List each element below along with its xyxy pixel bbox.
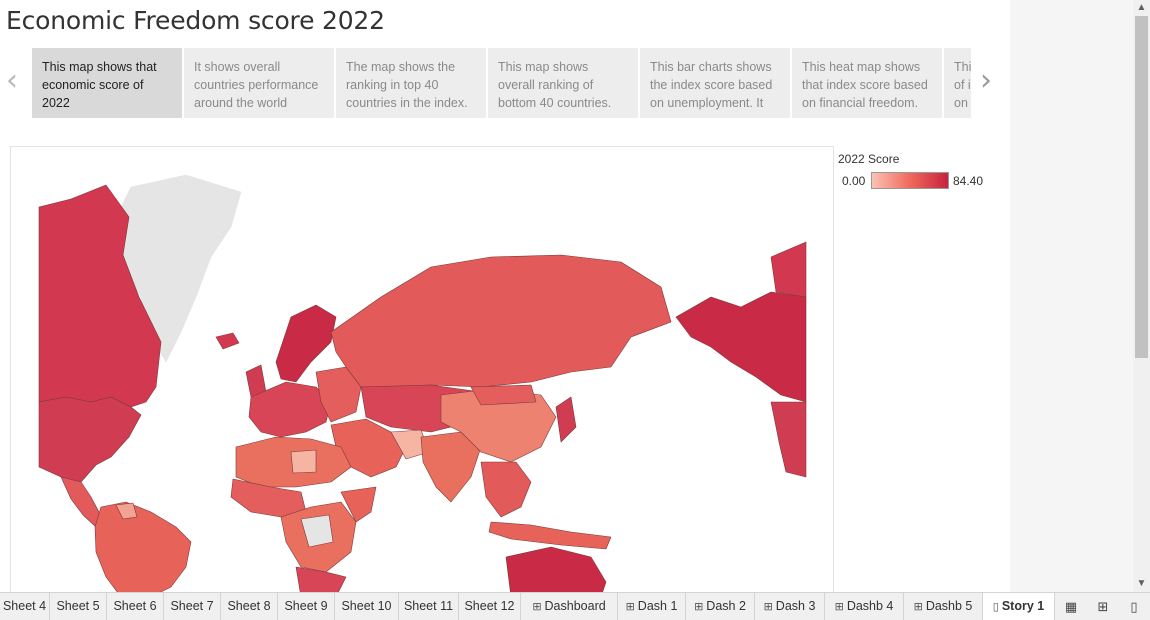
legend-color-ramp <box>871 172 949 189</box>
region-mongolia[interactable] <box>470 384 537 406</box>
dashboard-icon: ⊞ <box>913 601 923 613</box>
region-venezuela[interactable] <box>115 502 138 520</box>
tab-sheet-12[interactable]: Sheet 12 <box>459 593 521 620</box>
region-drc[interactable] <box>300 514 334 548</box>
chevron-left-icon[interactable]: ‹ <box>6 63 18 98</box>
tab-story-1[interactable]: ▯ Story 1 <box>983 593 1055 620</box>
right-pane <box>1010 0 1133 592</box>
tab-dashboard[interactable]: ⊞ Dashboard <box>521 593 618 620</box>
tab-label: Sheet 7 <box>170 599 214 613</box>
story-point-5[interactable]: This bar charts shows the index score ba… <box>640 48 790 118</box>
region-russia[interactable] <box>330 254 672 388</box>
tab-label: Sheet 10 <box>341 599 392 613</box>
story-point-7[interactable]: Thi of i on <box>944 48 971 118</box>
story-point-6[interactable]: This heat map shows that index score bas… <box>792 48 942 118</box>
tab-label: Dash 2 <box>706 599 746 613</box>
new-worksheet-icon[interactable]: ▦ <box>1064 599 1078 614</box>
vertical-scrollbar[interactable]: ▲ ▼ <box>1133 0 1150 592</box>
story-icon: ▯ <box>992 601 999 613</box>
story-point-2[interactable]: It shows overall countries performance a… <box>184 48 334 118</box>
new-story-icon[interactable]: ▯ <box>1130 599 1138 614</box>
story-point-1[interactable]: This map shows that economic score of 20… <box>32 48 182 118</box>
dashboard-icon: ⊞ <box>834 601 844 613</box>
tab-dash-1[interactable]: ⊞ Dash 1 <box>618 593 686 620</box>
sheet-tabs: Sheet 4 Sheet 5 Sheet 6 Sheet 7 Sheet 8 … <box>0 592 1150 620</box>
tab-label: Dash 3 <box>775 599 816 613</box>
region-south-america[interactable] <box>94 501 192 592</box>
dashboard-icon: ⊞ <box>763 601 773 613</box>
choropleth-map[interactable] <box>11 147 834 592</box>
tab-label: Sheet 9 <box>284 599 328 613</box>
region-australia[interactable] <box>505 546 607 592</box>
scroll-down-icon[interactable]: ▼ <box>1136 578 1147 589</box>
region-southern-africa[interactable] <box>295 566 347 592</box>
region-usa-west[interactable] <box>770 401 807 478</box>
dashboard-icon: ⊞ <box>694 601 704 613</box>
world-map[interactable] <box>10 146 834 592</box>
dashboard-icon: ⊞ <box>532 601 542 613</box>
tab-dashb-5[interactable]: ⊞ Dashb 5 <box>904 593 983 620</box>
legend-min-label: 0.00 <box>842 174 866 188</box>
story-navigator: This map shows that economic score of 20… <box>32 48 971 118</box>
region-scandinavia[interactable] <box>275 304 337 383</box>
region-usa[interactable] <box>38 396 142 483</box>
tab-label: Sheet 6 <box>113 599 157 613</box>
dashboard-icon: ⊞ <box>625 601 635 613</box>
region-canada-east[interactable] <box>770 241 807 298</box>
tab-label: Story 1 <box>1001 599 1045 613</box>
tab-label: Sheet 11 <box>403 599 454 613</box>
tab-label: Dashb 5 <box>925 599 973 613</box>
tab-label: Sheet 12 <box>464 599 515 613</box>
tab-label: Sheet 4 <box>2 599 47 613</box>
tab-sheet-6[interactable]: Sheet 6 <box>107 593 164 620</box>
tab-label: Dashboard <box>544 599 606 613</box>
tab-sheet-5[interactable]: Sheet 5 <box>50 593 107 620</box>
tab-label: Sheet 5 <box>56 599 100 613</box>
tab-sheet-4[interactable]: Sheet 4 <box>0 593 50 620</box>
story-canvas: Economic Freedom score 2022 ‹ This map s… <box>6 6 992 592</box>
tab-sheet-7[interactable]: Sheet 7 <box>164 593 221 620</box>
scroll-up-icon[interactable]: ▲ <box>1136 2 1147 13</box>
region-west-europe[interactable] <box>248 381 332 438</box>
tab-sheet-10[interactable]: Sheet 10 <box>335 593 399 620</box>
story-title: Economic Freedom score 2022 <box>6 6 385 35</box>
region-indonesia[interactable] <box>488 521 612 550</box>
tab-dash-2[interactable]: ⊞ Dash 2 <box>686 593 755 620</box>
chevron-right-icon[interactable]: › <box>980 63 992 98</box>
tab-dashb-4[interactable]: ⊞ Dashb 4 <box>825 593 904 620</box>
region-iceland[interactable] <box>215 332 240 350</box>
new-dashboard-icon[interactable]: ⊞ <box>1097 599 1109 614</box>
region-southeast-asia[interactable] <box>480 461 532 518</box>
story-point-3[interactable]: The map shows the ranking in top 40 coun… <box>336 48 486 118</box>
region-libya[interactable] <box>290 449 317 474</box>
region-japan[interactable] <box>555 396 577 443</box>
tab-sheet-8[interactable]: Sheet 8 <box>221 593 278 620</box>
tab-label: Sheet 8 <box>227 599 271 613</box>
tab-dash-3[interactable]: ⊞ Dash 3 <box>755 593 825 620</box>
tab-label: Dashb 4 <box>846 599 894 613</box>
legend-max-label: 84.40 <box>953 174 984 188</box>
region-alaska[interactable] <box>675 291 807 403</box>
tab-label: Dash 1 <box>637 599 678 613</box>
region-east-africa[interactable] <box>340 486 377 523</box>
scroll-thumb[interactable] <box>1135 16 1148 358</box>
legend-title: 2022 Score <box>838 152 900 166</box>
story-point-4[interactable]: This map shows overall ranking of bottom… <box>488 48 638 118</box>
tab-sheet-11[interactable]: Sheet 11 <box>399 593 459 620</box>
tab-sheet-9[interactable]: Sheet 9 <box>278 593 335 620</box>
